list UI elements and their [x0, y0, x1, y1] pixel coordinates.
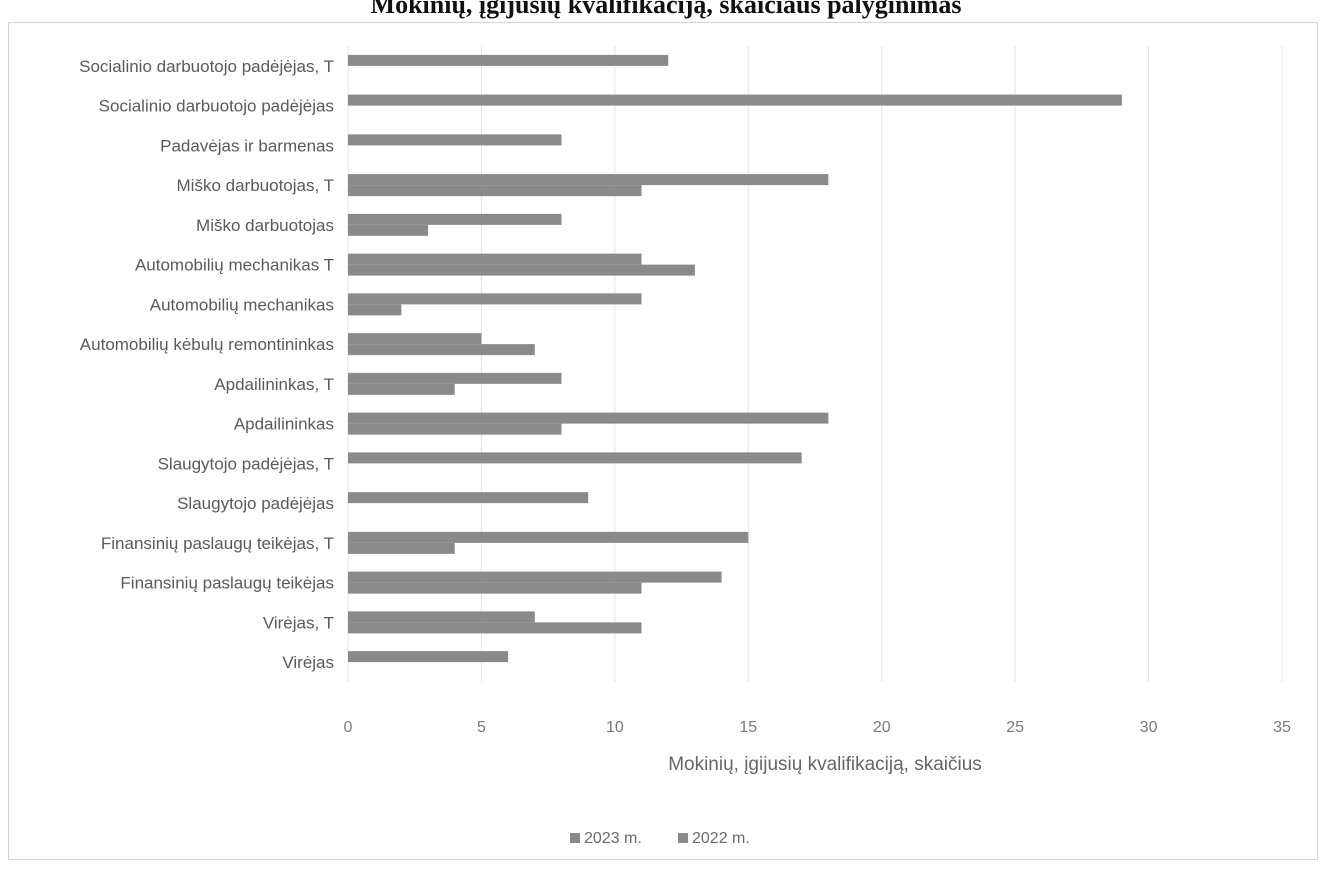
bar-2022-13	[348, 582, 642, 594]
bar-2022-7	[348, 344, 535, 356]
x-tick-label: 15	[739, 719, 757, 736]
category-label: Finansinių paslaugų teikėjas, T	[101, 534, 334, 553]
bar-2023-5	[348, 253, 642, 265]
legend-label-0: 2023 m.	[584, 830, 642, 847]
category-label: Socialinio darbuotojo padėjėjas, T	[79, 57, 334, 76]
bar-2022-12	[348, 542, 455, 554]
chart-frame	[8, 22, 1318, 860]
bar-2022-8	[348, 383, 455, 395]
bar-2023-4	[348, 213, 562, 225]
bar-2023-15	[348, 651, 509, 663]
bar-2022-5	[348, 264, 695, 276]
category-label: Miško darbuotojas, T	[177, 176, 334, 195]
category-label: Automobilių mechanikas T	[135, 256, 334, 275]
bar-2023-11	[348, 492, 589, 504]
x-tick-label: 25	[1006, 719, 1024, 736]
bar-2023-10	[348, 452, 802, 464]
legend: 2023 m. 2022 m.	[570, 830, 750, 847]
category-label: Apdailininkas, T	[214, 375, 334, 394]
x-tick-label: 10	[606, 719, 624, 736]
bar-2022-14	[348, 622, 642, 634]
bar-2023-13	[348, 571, 722, 583]
x-axis-title: Mokinių, įgijusių kvalifikaciją, skaičiu…	[668, 754, 982, 775]
bar-2023-2	[348, 134, 562, 146]
bars	[348, 54, 1122, 663]
category-label: Miško darbuotojas	[196, 216, 334, 235]
bar-2022-6	[348, 304, 402, 316]
x-tick-label: 0	[344, 719, 353, 736]
bar-2023-12	[348, 531, 749, 543]
category-label: Slaugytojo padėjėjas	[177, 494, 334, 513]
bar-2022-3	[348, 185, 642, 197]
category-label: Virėjas, T	[263, 613, 334, 632]
category-label: Socialinio darbuotojo padėjėjas	[99, 97, 334, 116]
bar-2023-8	[348, 372, 562, 384]
x-tick-label: 35	[1273, 719, 1291, 736]
legend-swatch-0	[570, 833, 580, 843]
category-label: Virėjas	[282, 653, 334, 672]
x-tick-labels: 0 5 10 15 20 25 30 35	[344, 719, 1291, 736]
bar-2022-9	[348, 423, 562, 435]
category-label: Automobilių mechanikas	[150, 295, 334, 314]
chart-title: Mokinių, įgijusių kvalifikaciją, skaičia…	[370, 0, 962, 19]
bar-2023-1	[348, 94, 1122, 106]
bar-2023-9	[348, 412, 829, 424]
bar-2023-7	[348, 333, 482, 345]
x-tick-label: 30	[1140, 719, 1158, 736]
category-label: Automobilių kėbulų remontininkas	[80, 335, 334, 354]
category-label: Apdailininkas	[234, 415, 334, 434]
bar-2023-6	[348, 293, 642, 305]
category-labels: Socialinio darbuotojo padėjėjas, T Social…	[79, 57, 334, 672]
x-tick-label: 5	[477, 719, 486, 736]
x-tick-label: 20	[873, 719, 891, 736]
category-label: Padavėjas ir barmenas	[160, 136, 334, 155]
legend-swatch-1	[678, 833, 688, 843]
gridlines	[347, 46, 1283, 682]
category-label: Finansinių paslaugų teikėjas	[120, 574, 334, 593]
bar-2023-14	[348, 611, 535, 623]
bar-2022-4	[348, 224, 429, 236]
legend-label-1: 2022 m.	[692, 830, 750, 847]
bar-2023-0	[348, 54, 669, 66]
bar-2023-3	[348, 174, 829, 186]
category-label: Slaugytojo padėjėjas, T	[158, 454, 334, 473]
